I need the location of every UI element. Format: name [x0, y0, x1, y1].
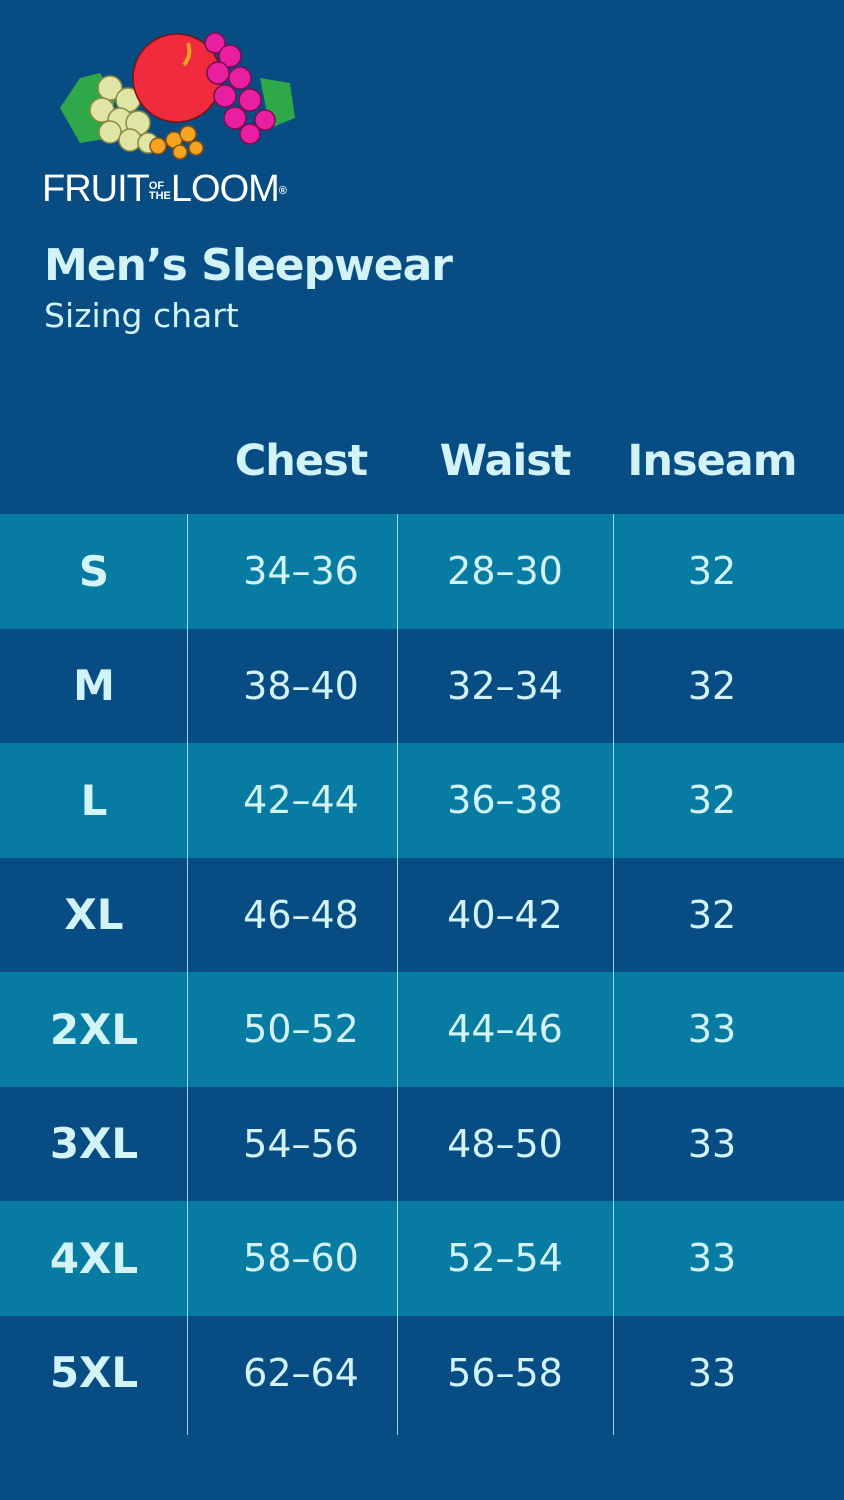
size-cell: 4XL	[49, 1233, 139, 1283]
size-cell: 2XL	[49, 1004, 139, 1054]
inseam-cell: 33	[687, 1236, 737, 1281]
column-divider	[613, 514, 614, 1435]
waist-cell: 52–54	[447, 1236, 563, 1281]
table-row: 3XL 54–56 48–50 33	[0, 1087, 844, 1202]
chest-cell: 58–60	[243, 1236, 359, 1281]
waist-cell: 44–46	[447, 1007, 563, 1052]
chest-cell: 42–44	[243, 778, 359, 823]
logo-wordmark: FRUITOF THELOOM®	[42, 168, 287, 210]
waist-cell: 56–58	[447, 1350, 563, 1395]
size-cell: S	[78, 546, 110, 596]
waist-cell: 40–42	[447, 892, 563, 937]
size-cell: 3XL	[49, 1119, 139, 1169]
waist-cell: 36–38	[447, 778, 563, 823]
table-row: XL 46–48 40–42 32	[0, 858, 844, 973]
inseam-cell: 32	[687, 892, 737, 937]
header-waist: Waist	[439, 436, 572, 486]
chest-cell: 38–40	[243, 663, 359, 708]
chest-cell: 54–56	[243, 1121, 359, 1166]
inseam-cell: 33	[687, 1350, 737, 1395]
size-table: S 34–36 28–30 32 M 38–40 32–34 32 L 42–44 36–38 32 X…	[0, 514, 844, 1430]
chest-cell: 62–64	[243, 1350, 359, 1395]
chest-cell: 46–48	[243, 892, 359, 937]
waist-cell: 32–34	[447, 663, 563, 708]
chest-cell: 34–36	[243, 549, 359, 594]
header-chest: Chest	[234, 436, 368, 486]
waist-cell: 48–50	[447, 1121, 563, 1166]
inseam-cell: 32	[687, 778, 737, 823]
table-row: 2XL 50–52 44–46 33	[0, 972, 844, 1087]
inseam-cell: 32	[687, 549, 737, 594]
chest-cell: 50–52	[243, 1007, 359, 1052]
table-row: L 42–44 36–38 32	[0, 743, 844, 858]
size-cell: 5XL	[49, 1348, 139, 1398]
table-row: 4XL 58–60 52–54 33	[0, 1201, 844, 1316]
inseam-cell: 32	[687, 663, 737, 708]
table-row: S 34–36 28–30 32	[0, 514, 844, 629]
table-row: 5XL 62–64 56–58 33	[0, 1316, 844, 1431]
page-title: Men’s Sleepwear	[44, 240, 453, 291]
column-divider	[187, 514, 188, 1435]
size-cell: M	[73, 661, 115, 711]
size-cell: XL	[64, 890, 124, 940]
inseam-cell: 33	[687, 1121, 737, 1166]
inseam-cell: 33	[687, 1007, 737, 1052]
size-cell: L	[80, 775, 108, 825]
column-divider	[397, 514, 398, 1435]
header-inseam: Inseam	[627, 436, 797, 486]
table-row: M 38–40 32–34 32	[0, 629, 844, 744]
waist-cell: 28–30	[447, 549, 563, 594]
fruit-of-the-loom-logo	[60, 32, 295, 160]
page-subtitle: Sizing chart	[44, 296, 239, 335]
